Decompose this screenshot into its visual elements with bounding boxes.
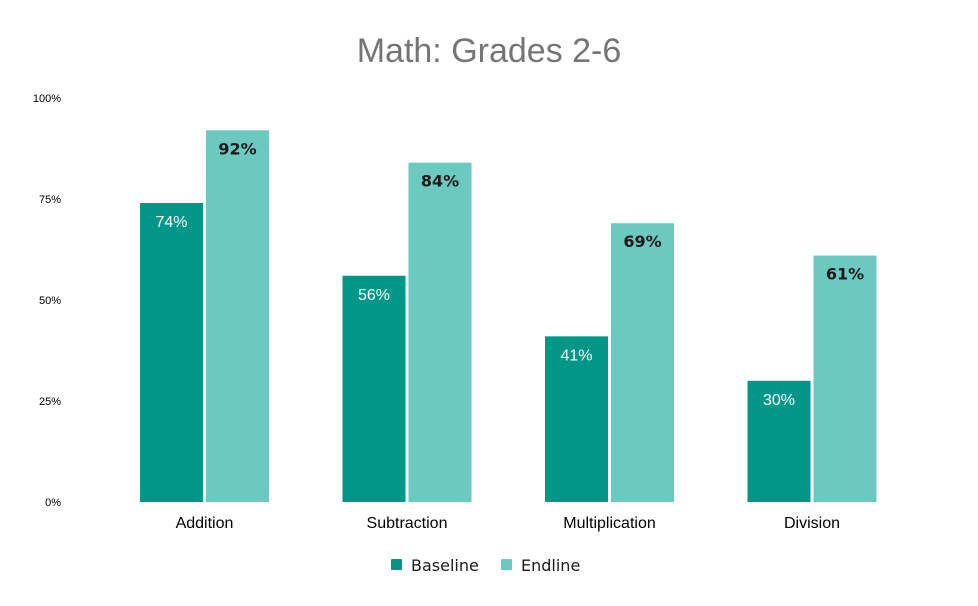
data-label: 61% bbox=[826, 265, 864, 284]
legend-swatch bbox=[391, 559, 402, 570]
data-label: 69% bbox=[623, 232, 661, 251]
legend-item-endline: Endline bbox=[501, 556, 580, 575]
bar-endline-multiplication bbox=[611, 223, 674, 503]
bar-baseline-addition bbox=[140, 203, 203, 503]
y-axis: 0% 25% 50% 75% 100% bbox=[33, 93, 61, 509]
plot-area: 74% 92% 56% 84% 41% 69% 30% 61% bbox=[140, 130, 877, 503]
legend-label: Baseline bbox=[411, 556, 479, 575]
data-label: 56% bbox=[358, 287, 390, 304]
x-tick-label: Division bbox=[784, 515, 840, 532]
x-axis: Addition Subtraction Multiplication Divisio… bbox=[176, 515, 840, 532]
legend: Baseline Endline bbox=[391, 556, 580, 575]
legend-label: Endline bbox=[521, 556, 580, 575]
x-tick-label: Multiplication bbox=[563, 515, 655, 532]
legend-item-baseline: Baseline bbox=[391, 556, 479, 575]
chart-title: Math: Grades 2-6 bbox=[357, 32, 622, 70]
bar-endline-subtraction bbox=[408, 162, 472, 502]
data-label: 84% bbox=[421, 172, 459, 191]
data-label: 92% bbox=[218, 139, 256, 158]
y-tick-label: 50% bbox=[39, 295, 61, 307]
y-tick-label: 0% bbox=[45, 497, 61, 509]
bar-baseline-division bbox=[747, 380, 811, 502]
y-tick-label: 75% bbox=[39, 194, 61, 206]
x-tick-label: Addition bbox=[176, 515, 234, 532]
data-label: 30% bbox=[763, 392, 795, 409]
data-label: 74% bbox=[155, 214, 187, 231]
x-tick-label: Subtraction bbox=[367, 515, 448, 532]
y-tick-label: 100% bbox=[33, 93, 61, 105]
bar-endline-addition bbox=[206, 130, 269, 502]
data-label: 41% bbox=[560, 347, 592, 364]
y-tick-label: 25% bbox=[39, 396, 61, 408]
bar-endline-division bbox=[813, 255, 877, 502]
bar-baseline-multiplication bbox=[545, 336, 608, 502]
legend-swatch bbox=[501, 559, 512, 570]
bar-baseline-subtraction bbox=[342, 275, 406, 502]
